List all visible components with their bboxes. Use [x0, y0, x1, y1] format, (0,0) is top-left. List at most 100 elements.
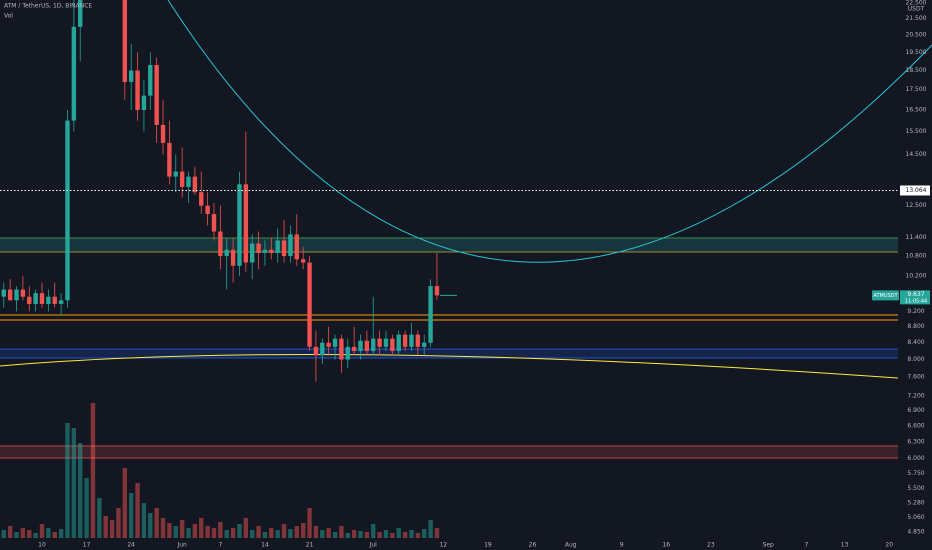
volume-bar	[218, 522, 223, 538]
volume-bar	[135, 483, 140, 538]
volume-bar	[339, 526, 344, 538]
volume-bar	[90, 403, 96, 538]
candle-body	[250, 243, 255, 263]
volume-bar	[27, 530, 32, 538]
y-tick-label: 5.060	[907, 514, 924, 521]
x-tick-label: 9	[620, 542, 624, 549]
volume-bar	[422, 529, 427, 538]
last-price-tag	[900, 290, 930, 305]
candle-body	[52, 296, 57, 304]
y-tick-label: 8.000	[907, 356, 924, 363]
y-tick-label: 11.400	[906, 234, 927, 241]
volume-bar	[383, 530, 389, 538]
candle-body	[434, 286, 440, 296]
volume-bar	[307, 508, 312, 538]
volume-bar	[409, 530, 414, 538]
candle-body	[326, 342, 331, 347]
y-tick-label: 10.800	[906, 253, 927, 260]
candle-body	[122, 0, 128, 82]
candle-body	[415, 334, 421, 347]
candle-body	[230, 249, 236, 266]
candle-body	[224, 249, 229, 257]
plot-area	[1, 0, 440, 538]
y-tick-label: 6.000	[907, 455, 924, 462]
lower-zone	[0, 446, 898, 458]
y-tick-label: 8.400	[907, 339, 924, 346]
x-tick-label: 10	[38, 542, 46, 549]
volume-bar	[14, 532, 19, 538]
y-tick-label: 12.500	[906, 202, 927, 209]
volume-bar	[396, 528, 401, 538]
volume-bar	[154, 508, 159, 538]
y-tick-label: 14.500	[906, 151, 927, 158]
volume-bar	[148, 513, 153, 538]
candle-body	[288, 234, 293, 257]
candle-body	[78, 0, 83, 27]
y-tick-label: 7.200	[907, 392, 924, 399]
candle-body	[377, 338, 382, 347]
candle-body	[262, 249, 268, 253]
volume-bar	[332, 532, 338, 538]
volume-bar	[1, 530, 6, 538]
candle-body	[300, 259, 306, 263]
volume-bar	[7, 526, 13, 538]
candle-body	[65, 120, 70, 301]
x-tick-label: 17	[83, 542, 91, 549]
candle-body	[256, 243, 261, 253]
volume-bar	[345, 533, 350, 538]
candle-body	[332, 338, 338, 347]
volume-bar	[358, 531, 363, 538]
candle-body	[173, 171, 178, 177]
candle-body	[294, 234, 299, 260]
x-tick-label: 23	[707, 542, 715, 549]
volume-bar	[128, 493, 134, 538]
y-tick-label: 21.500	[906, 15, 927, 22]
candle-body	[351, 346, 357, 352]
volume-bar	[371, 524, 376, 538]
candle-body	[1, 289, 6, 297]
volume-bar	[211, 528, 217, 538]
x-tick-label: Sep	[763, 542, 775, 549]
volume-bar	[415, 533, 421, 538]
y-tick-label: 5.280	[907, 499, 924, 506]
volume-bar	[320, 530, 325, 538]
candle-body	[39, 293, 45, 304]
volume-bar	[103, 516, 108, 538]
y-tick-label: 15.500	[906, 128, 927, 135]
candle-body	[71, 26, 77, 121]
candle-body	[307, 262, 312, 347]
x-tick-label: 21	[306, 542, 314, 549]
candle-body	[409, 334, 414, 347]
candle-body	[141, 95, 147, 110]
volume-bar	[116, 508, 121, 538]
volume-bar	[78, 443, 83, 538]
candle-body	[20, 289, 26, 297]
volume-bar	[300, 523, 306, 538]
y-tick-label: 4.850	[907, 529, 924, 536]
candle-body	[186, 176, 191, 187]
volume-bar	[58, 529, 64, 538]
candle-body	[218, 231, 223, 257]
candle-body	[154, 64, 159, 125]
arc-curve	[167, 0, 932, 263]
volume-bar	[173, 526, 178, 538]
volume-bar	[262, 532, 268, 538]
x-tick-label: Jul	[369, 542, 378, 549]
x-tick-label: 26	[529, 542, 537, 549]
chart-title: ATM / TetherUS, 1D, BINANCE	[4, 3, 92, 10]
volume-bar	[199, 518, 204, 538]
candle-body	[46, 296, 51, 304]
candle-body	[205, 205, 210, 215]
volume-bar	[326, 528, 331, 538]
candle-body	[160, 124, 166, 143]
candle-body	[371, 338, 376, 352]
candle-body	[14, 289, 19, 301]
candle-body	[275, 240, 280, 253]
candle-body	[135, 70, 140, 110]
candle-body	[27, 296, 32, 304]
y-tick-label: 8.800	[907, 323, 924, 330]
volume-bar	[243, 518, 249, 538]
candle-body	[383, 338, 389, 347]
